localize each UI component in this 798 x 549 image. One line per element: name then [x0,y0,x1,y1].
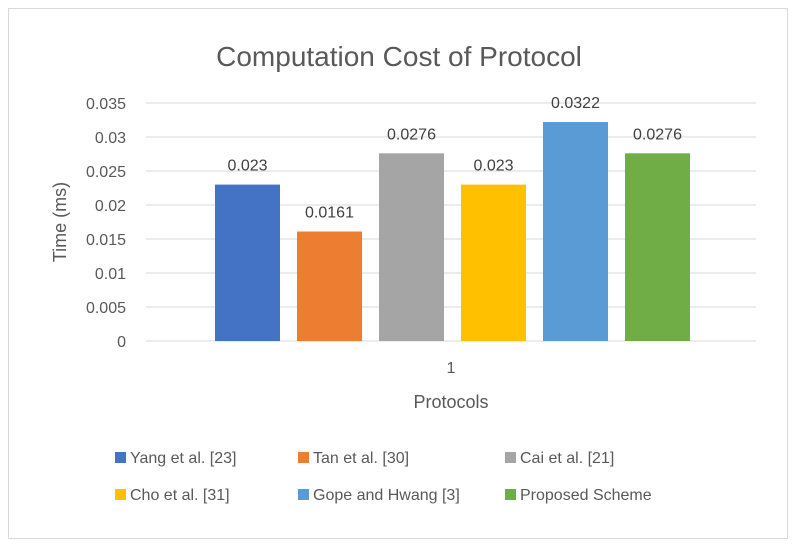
legend-swatch [505,452,516,463]
legend-label: Proposed Scheme [520,487,652,504]
bar [543,122,608,341]
y-tick-label: 0.015 [86,232,126,249]
legend-label: Yang et al. [23] [130,450,236,467]
y-axis-ticks: 0 0.005 0.01 0.015 0.02 0.025 0.03 0.035 [86,96,126,351]
bars [215,122,690,341]
bar [379,153,444,341]
data-label: 0.0276 [633,126,682,143]
y-tick-label: 0.025 [86,164,126,181]
legend-label: Cai et al. [21] [520,450,614,467]
bar [215,184,280,341]
data-label: 0.0276 [387,126,436,143]
data-label: 0.0161 [305,205,354,222]
x-axis-label: Protocols [413,392,488,412]
bar [625,153,690,341]
y-axis-label: Time (ms) [50,182,70,262]
y-tick-label: 0.035 [86,96,126,113]
legend-label: Tan et al. [30] [313,450,409,467]
legend-swatch [298,452,309,463]
legend-swatch [505,489,516,500]
legend-swatch [298,489,309,500]
y-tick-label: 0.03 [95,130,126,147]
legend-label: Cho et al. [31] [130,487,230,504]
chart-title: Computation Cost of Protocol [216,41,582,72]
legend-swatch [115,489,126,500]
data-label: 0.0322 [551,95,600,112]
data-label: 0.023 [473,158,513,175]
legend-label: Gope and Hwang [3] [313,487,460,504]
bar [297,231,362,341]
data-labels: 0.023 0.0161 0.0276 0.023 0.0322 0.0276 [227,95,682,221]
y-tick-label: 0 [117,334,126,351]
legend-swatch [115,452,126,463]
y-tick-label: 0.005 [86,300,126,317]
y-tick-label: 0.01 [95,266,126,283]
legend: Yang et al. [23] Tan et al. [30] Cai et al… [115,450,652,504]
y-tick-label: 0.02 [95,198,126,215]
bar [461,184,526,341]
x-tick-label: 1 [447,360,456,377]
data-label: 0.023 [227,158,267,175]
